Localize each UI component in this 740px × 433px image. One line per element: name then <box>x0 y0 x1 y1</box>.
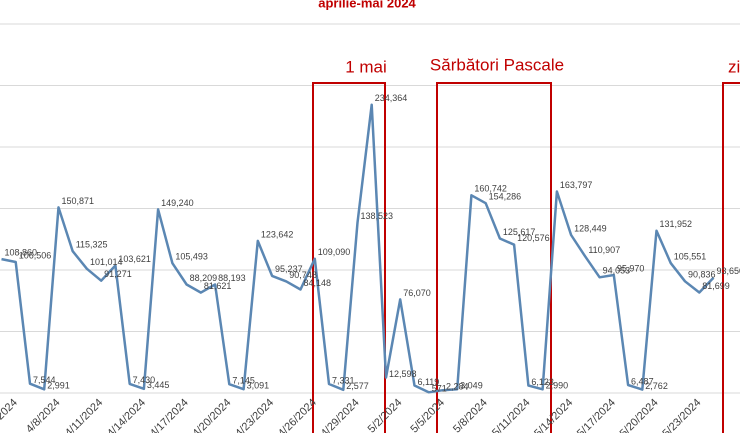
data-label: 3,091 <box>247 381 270 391</box>
x-tick-label: 4/29/2024 <box>319 397 362 433</box>
x-tick-label: 5/23/2024 <box>660 397 703 433</box>
data-label: 101,014 <box>90 257 123 267</box>
data-label: 103,621 <box>118 254 151 264</box>
data-label: 88,193 <box>218 273 246 283</box>
highlight-box <box>722 82 740 433</box>
x-tick-label: 4/8/2024 <box>24 397 63 433</box>
data-label: 163,797 <box>560 180 593 190</box>
data-label: 95,237 <box>275 264 303 274</box>
data-label: 90,748 <box>289 270 317 280</box>
x-tick-label: 4/20/2024 <box>190 397 233 433</box>
data-label: 91,271 <box>104 269 132 279</box>
data-label: 3,049 <box>460 381 483 391</box>
data-label: 571 <box>432 384 447 394</box>
x-tick-label: 5/11/2024 <box>490 397 533 433</box>
data-label: 105,493 <box>175 252 208 262</box>
x-tick-label: 5/20/2024 <box>618 397 661 433</box>
data-label: 125,617 <box>503 227 536 237</box>
x-tick-label: 4/17/2024 <box>148 397 191 433</box>
data-label: 2,762 <box>645 381 668 391</box>
data-label: 2,990 <box>546 381 569 391</box>
data-label: 88,209 <box>190 273 218 283</box>
x-tick-label: 4/23/2024 <box>233 397 276 433</box>
data-label: 81,621 <box>204 281 232 291</box>
data-label: 105,551 <box>674 252 707 262</box>
data-label: 94,053 <box>603 266 631 276</box>
annotation: 1 mai <box>345 57 387 76</box>
data-label: 7,430 <box>133 375 156 385</box>
data-label: 110,907 <box>588 245 620 255</box>
data-label: 84,148 <box>304 278 332 288</box>
x-tick-label: 4/5/2024 <box>0 397 20 433</box>
data-label: 128,449 <box>574 223 607 233</box>
data-label: 3,445 <box>147 380 170 390</box>
data-label: 123,642 <box>261 229 294 239</box>
data-label: 131,952 <box>660 219 693 229</box>
x-tick-label: 4/11/2024 <box>63 397 106 433</box>
data-label: 2,991 <box>47 381 70 391</box>
annotation: zi <box>728 57 740 76</box>
data-label: 76,070 <box>403 288 431 298</box>
data-label: 6,123 <box>531 377 554 387</box>
data-label: 115,325 <box>76 240 108 250</box>
data-label: 6,487 <box>631 376 654 386</box>
data-label: 12,598 <box>389 369 417 379</box>
data-label: 7,145 <box>232 376 255 386</box>
data-label: 106,506 <box>19 250 52 260</box>
chart-title: aprilie-mai 2024 <box>318 0 416 10</box>
data-label: 149,240 <box>161 198 194 208</box>
data-label: 109,090 <box>318 247 351 257</box>
x-tick-label: 4/14/2024 <box>105 397 148 433</box>
data-line <box>1 103 715 394</box>
x-tick-label: 5/8/2024 <box>451 397 490 433</box>
x-tick-label: 5/17/2024 <box>575 397 618 433</box>
data-label: 7,544 <box>33 375 56 385</box>
annotation: Sărbători Pascale <box>430 55 564 74</box>
data-label: 150,871 <box>61 196 94 206</box>
grid <box>0 23 740 394</box>
data-label: 234,364 <box>375 93 408 103</box>
data-label: 81,699 <box>702 281 730 291</box>
data-label: 120,576 <box>517 233 550 243</box>
data-label: 95,970 <box>617 263 645 273</box>
data-label: 6,119 <box>417 377 439 387</box>
data-label: 7,331 <box>332 375 355 385</box>
x-tick-label: 5/5/2024 <box>408 397 447 433</box>
data-label: 108,860 <box>5 247 38 257</box>
data-label: 2,577 <box>346 381 369 391</box>
data-label: 160,742 <box>474 184 507 194</box>
data-label: 138,523 <box>361 211 394 221</box>
data-label: 93,650 <box>717 266 740 276</box>
data-label: 2,284 <box>446 382 469 392</box>
data-label: 154,286 <box>489 192 522 202</box>
x-tick-label: 5/14/2024 <box>532 397 575 433</box>
data-label: 90,836 <box>688 270 716 280</box>
